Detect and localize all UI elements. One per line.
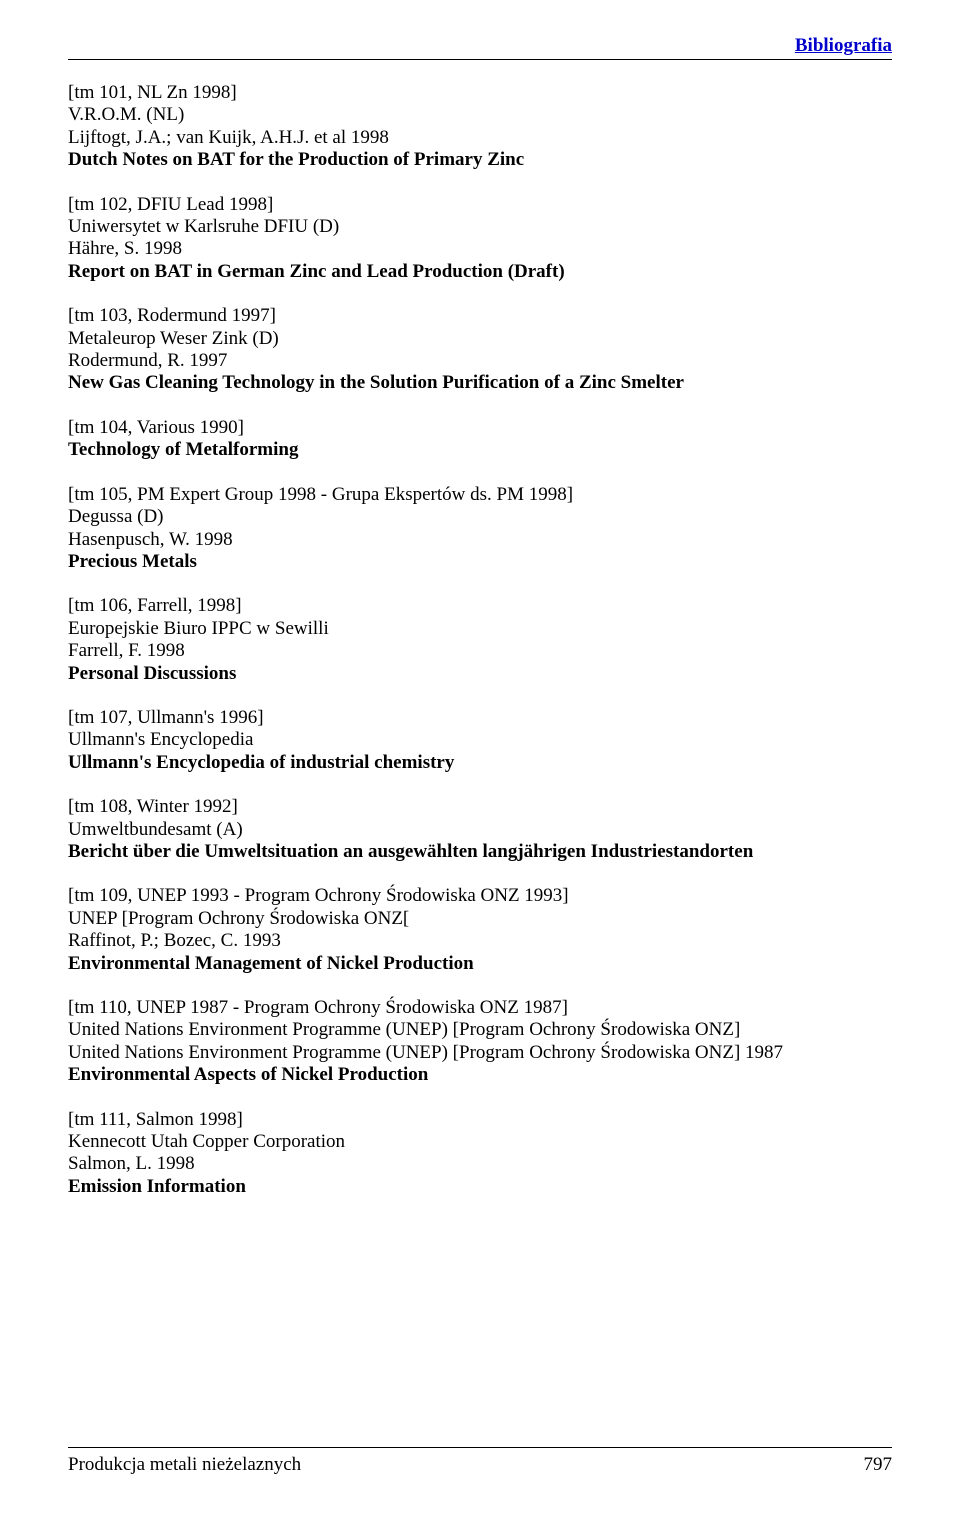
entry-line: United Nations Environment Programme (UN… [68, 1019, 892, 1041]
entry-title: Ullmann's Encyclopedia of industrial che… [68, 752, 892, 774]
entry-line: [tm 103, Rodermund 1997] [68, 305, 892, 327]
bibliography-entry: [tm 110, UNEP 1987 - Program Ochrony Śro… [68, 997, 892, 1087]
entry-title: Bericht über die Umweltsituation an ausg… [68, 841, 892, 863]
page-number: 797 [864, 1454, 893, 1476]
entry-line: Ullmann's Encyclopedia [68, 729, 892, 751]
footer-container: Produkcja metali nieżelaznych 797 [68, 1447, 892, 1476]
page-footer: Produkcja metali nieżelaznych 797 [68, 1454, 892, 1476]
bibliography-entry: [tm 107, Ullmann's 1996]Ullmann's Encycl… [68, 707, 892, 774]
entry-line: Salmon, L. 1998 [68, 1153, 892, 1175]
entry-line: [tm 110, UNEP 1987 - Program Ochrony Śro… [68, 997, 892, 1019]
bibliography-entry: [tm 111, Salmon 1998]Kennecott Utah Copp… [68, 1109, 892, 1199]
entry-title: Personal Discussions [68, 663, 892, 685]
entry-line: Umweltbundesamt (A) [68, 819, 892, 841]
entry-line: Uniwersytet w Karlsruhe DFIU (D) [68, 216, 892, 238]
footer-title: Produkcja metali nieżelaznych [68, 1454, 301, 1476]
bibliography-entry: [tm 102, DFIU Lead 1998]Uniwersytet w Ka… [68, 194, 892, 284]
entry-line: [tm 105, PM Expert Group 1998 - Grupa Ek… [68, 484, 892, 506]
entry-line: [tm 102, DFIU Lead 1998] [68, 194, 892, 216]
bibliography-entry: [tm 106, Farrell, 1998]Europejskie Biuro… [68, 595, 892, 685]
entry-line: [tm 107, Ullmann's 1996] [68, 707, 892, 729]
entry-title: Environmental Aspects of Nickel Producti… [68, 1064, 892, 1086]
entry-line: UNEP [Program Ochrony Środowiska ONZ[ [68, 908, 892, 930]
bibliography-entry: [tm 109, UNEP 1993 - Program Ochrony Śro… [68, 885, 892, 975]
entry-title: Technology of Metalforming [68, 439, 892, 461]
entry-line: [tm 109, UNEP 1993 - Program Ochrony Śro… [68, 885, 892, 907]
entry-line: Hasenpusch, W. 1998 [68, 529, 892, 551]
page-container: Bibliografia [tm 101, NL Zn 1998]V.R.O.M… [0, 0, 960, 1270]
entry-line: [tm 111, Salmon 1998] [68, 1109, 892, 1131]
entry-line: United Nations Environment Programme (UN… [68, 1042, 892, 1064]
bibliography-entry: [tm 108, Winter 1992]Umweltbundesamt (A)… [68, 796, 892, 863]
entry-title: Report on BAT in German Zinc and Lead Pr… [68, 261, 892, 283]
entry-line: Raffinot, P.; Bozec, C. 1993 [68, 930, 892, 952]
bibliography-list: [tm 101, NL Zn 1998]V.R.O.M. (NL)Lijftog… [68, 82, 892, 1198]
entry-line: Europejskie Biuro IPPC w Sewilli [68, 618, 892, 640]
entry-line: Degussa (D) [68, 506, 892, 528]
bibliography-entry: [tm 101, NL Zn 1998]V.R.O.M. (NL)Lijftog… [68, 82, 892, 172]
bibliography-entry: [tm 105, PM Expert Group 1998 - Grupa Ek… [68, 484, 892, 574]
entry-line: [tm 104, Various 1990] [68, 417, 892, 439]
bottom-divider [68, 1447, 892, 1448]
entry-line: Rodermund, R. 1997 [68, 350, 892, 372]
entry-line: [tm 101, NL Zn 1998] [68, 82, 892, 104]
entry-title: Dutch Notes on BAT for the Production of… [68, 149, 892, 171]
entry-line: [tm 108, Winter 1992] [68, 796, 892, 818]
entry-title: Environmental Management of Nickel Produ… [68, 953, 892, 975]
top-divider [68, 59, 892, 60]
entry-line: Kennecott Utah Copper Corporation [68, 1131, 892, 1153]
entry-line: [tm 106, Farrell, 1998] [68, 595, 892, 617]
entry-line: Metaleurop Weser Zink (D) [68, 328, 892, 350]
bibliography-entry: [tm 104, Various 1990]Technology of Meta… [68, 417, 892, 462]
entry-title: New Gas Cleaning Technology in the Solut… [68, 372, 892, 394]
entry-line: Hähre, S. 1998 [68, 238, 892, 260]
entry-title: Precious Metals [68, 551, 892, 573]
entry-title: Emission Information [68, 1176, 892, 1198]
bibliography-entry: [tm 103, Rodermund 1997]Metaleurop Weser… [68, 305, 892, 395]
page-header: Bibliografia [68, 35, 892, 57]
entry-line: V.R.O.M. (NL) [68, 104, 892, 126]
entry-line: Farrell, F. 1998 [68, 640, 892, 662]
entry-line: Lijftogt, J.A.; van Kuijk, A.H.J. et al … [68, 127, 892, 149]
